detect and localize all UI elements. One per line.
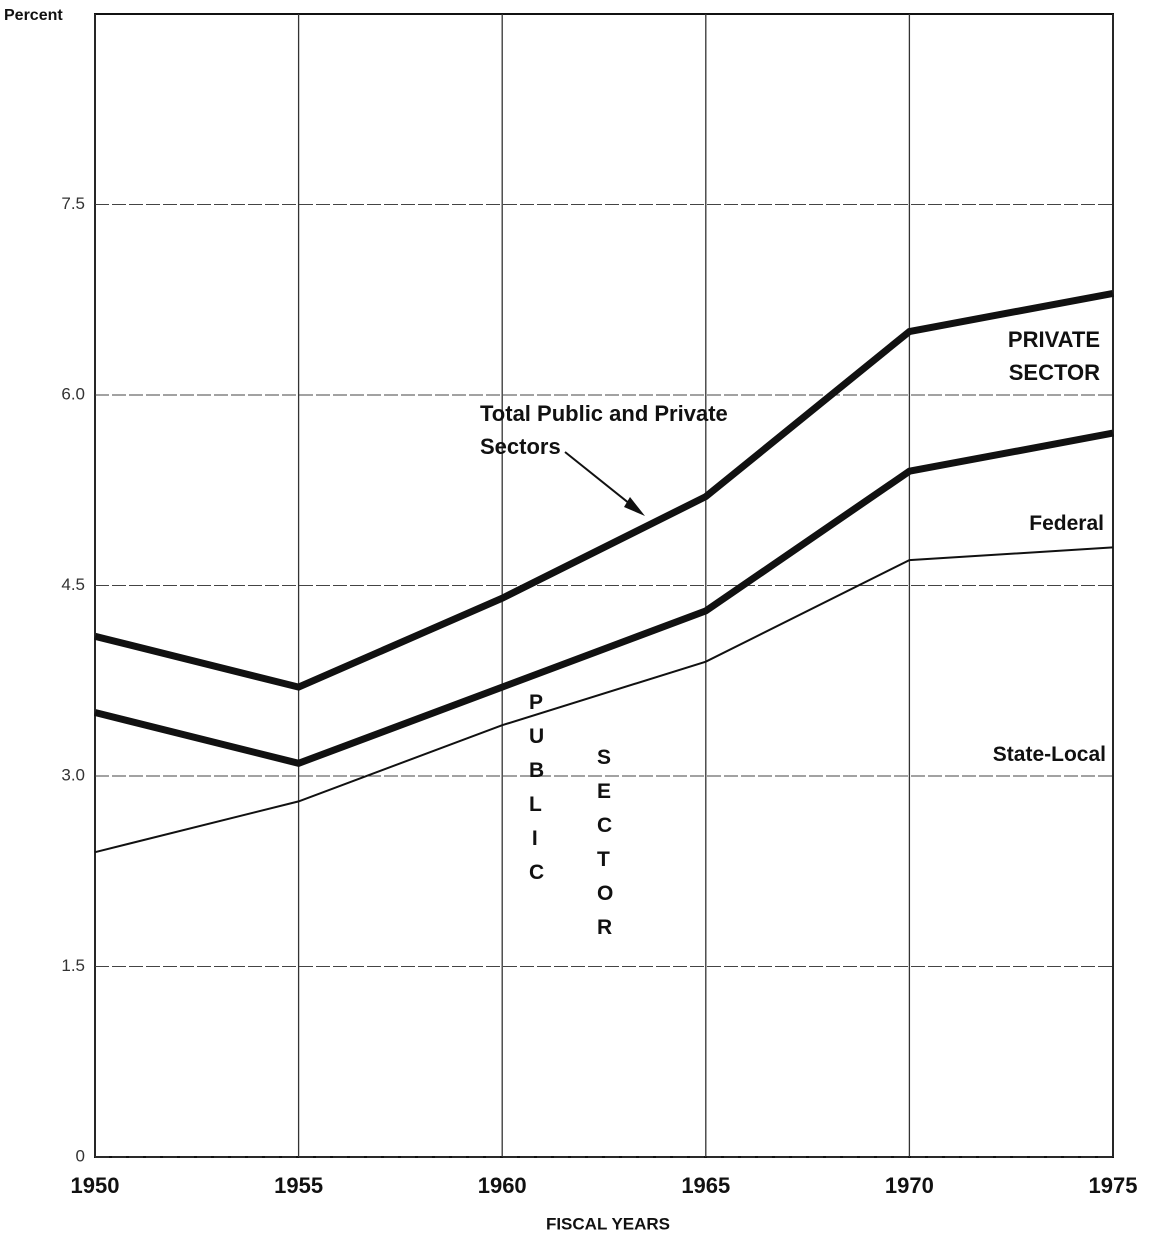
series-line [94, 429, 1114, 767]
arrow-head [624, 497, 645, 516]
y-axis-label: Percent [4, 7, 63, 24]
lines [94, 289, 1114, 854]
x-tick-label: 1955 [274, 1173, 323, 1198]
x-axis-label: FISCAL YEARS [546, 1214, 670, 1233]
y-tick-label: 3.0 [61, 765, 85, 784]
plot-frame [94, 13, 1114, 1158]
annotation: SECTOR [597, 746, 614, 939]
series-line [94, 546, 1114, 854]
y-tick-label: 6.0 [61, 384, 85, 403]
x-tick-label: 1965 [681, 1173, 730, 1198]
x-tick-label: 1975 [1089, 1173, 1138, 1198]
y-tick-label: 1.5 [61, 956, 85, 975]
annotation: PUBLIC [529, 691, 545, 884]
y-tick-label: 4.5 [61, 575, 85, 594]
series-line [94, 289, 1114, 691]
series-label: State-Local [992, 743, 1106, 766]
x-tick-label: 1970 [885, 1173, 934, 1198]
annotation: PRIVATE SECTOR [1007, 327, 1100, 385]
y-tick-label: 7.5 [61, 194, 85, 213]
y-tick-label: 0 [76, 1146, 85, 1165]
series-label: Total Public and Private Sectors [480, 401, 728, 459]
grid: 0 1.5 3.0 4.5 6.0 7.5 1950 1955 1960 1965 1970 1975 [61, 13, 1138, 1198]
x-tick-label: 1960 [478, 1173, 527, 1198]
x-tick-label: 1950 [71, 1173, 120, 1198]
series-label: Federal [1029, 512, 1104, 535]
